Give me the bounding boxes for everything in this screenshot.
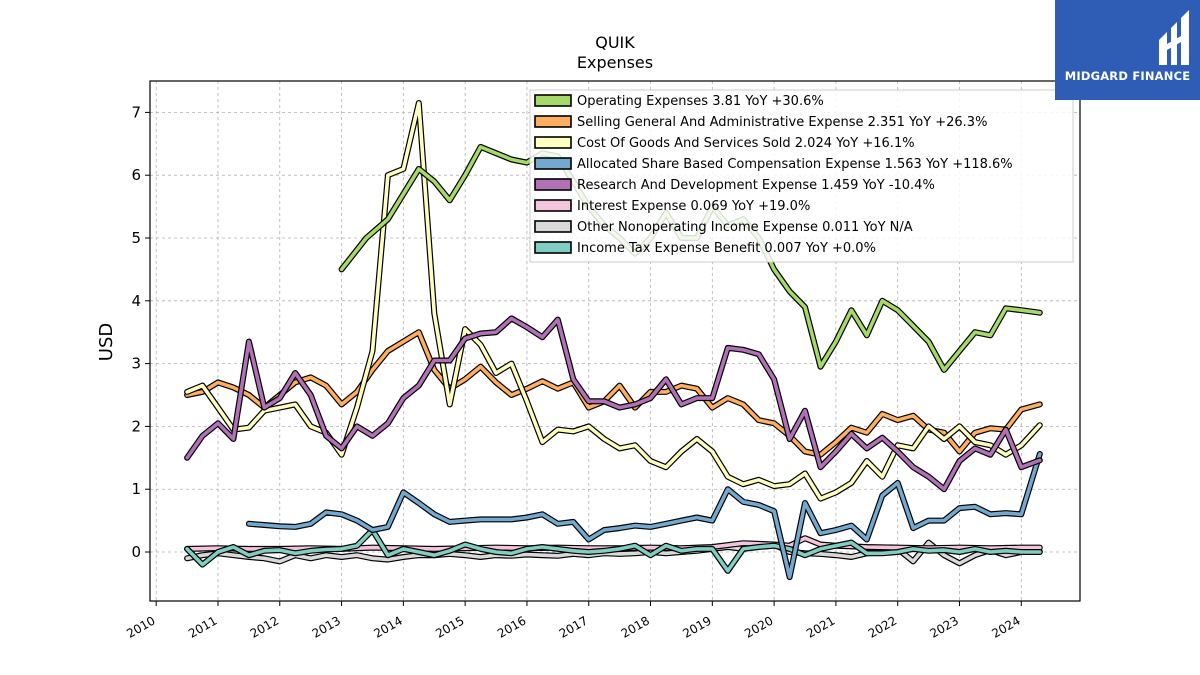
legend-label: Cost Of Goods And Services Sold 2.024 Yo… xyxy=(577,136,915,151)
legend-label: Interest Expense 0.069 YoY +19.0% xyxy=(577,199,810,214)
y-tick-label: 4 xyxy=(131,292,141,310)
legend-label: Income Tax Expense Benefit 0.007 YoY +0.… xyxy=(577,241,876,256)
legend-swatch xyxy=(534,199,572,212)
legend-swatch xyxy=(534,241,572,254)
legend-swatch xyxy=(534,220,572,233)
chart-title: QUIK xyxy=(595,33,635,52)
x-tick-label: 2010 xyxy=(124,613,157,640)
brand-name: MIDGARD FINANCE xyxy=(1064,69,1191,83)
legend-swatch xyxy=(534,115,572,128)
y-tick-label: 7 xyxy=(131,103,141,121)
legend: Operating Expenses 3.81 YoY +30.6% Sellin… xyxy=(529,89,1074,263)
y-tick-label: 0 xyxy=(131,543,141,561)
legend-swatch xyxy=(534,94,572,107)
legend-label: Other Nonoperating Income Expense 0.011 … xyxy=(577,220,913,235)
x-tick-label: 2018 xyxy=(619,613,652,640)
x-tick-label: 2016 xyxy=(495,613,528,640)
plot-frame xyxy=(149,80,1081,602)
y-tick-label: 1 xyxy=(131,480,141,498)
legend-label: Selling General And Administrative Expen… xyxy=(577,115,987,130)
legend-swatch xyxy=(534,178,572,191)
x-tick-label: 2015 xyxy=(433,613,466,640)
x-tick-label: 2012 xyxy=(248,613,281,640)
series-line xyxy=(185,316,1042,492)
x-tick-label: 2011 xyxy=(186,613,219,640)
brand-logo: MIDGARD FINANCE xyxy=(1055,0,1200,100)
series-line xyxy=(185,528,1042,573)
x-tick-label: 2022 xyxy=(866,613,899,640)
series-line xyxy=(185,330,1042,457)
y-tick-label: 6 xyxy=(131,166,141,184)
x-tick-label: 2024 xyxy=(989,613,1022,640)
x-tick-label: 2014 xyxy=(371,613,404,640)
x-tick-label: 2020 xyxy=(742,613,775,640)
legend-swatch xyxy=(534,157,572,170)
chart-subtitle: Expenses xyxy=(577,53,653,72)
y-tick-label: 5 xyxy=(131,229,141,247)
series-line xyxy=(247,452,1042,579)
y-axis-label: USD xyxy=(96,323,117,361)
y-tick-label: 3 xyxy=(131,355,141,373)
series-lines xyxy=(184,100,1043,581)
x-tick-label: 2023 xyxy=(928,613,961,640)
legend-label: Allocated Share Based Compensation Expen… xyxy=(577,157,1013,172)
x-tick-label: 2019 xyxy=(680,613,713,640)
x-tick-label: 2021 xyxy=(804,613,837,640)
legend-label: Operating Expenses 3.81 YoY +30.6% xyxy=(577,94,824,109)
x-tick-label: 2017 xyxy=(557,613,590,640)
y-tick-label: 2 xyxy=(131,417,141,435)
legend-swatch xyxy=(534,136,572,149)
legend-label: Research And Development Expense 1.459 Y… xyxy=(577,178,935,193)
brand-mark-icon xyxy=(1159,10,1189,65)
legend-box xyxy=(529,89,1074,263)
x-tick-label: 2013 xyxy=(310,613,343,640)
